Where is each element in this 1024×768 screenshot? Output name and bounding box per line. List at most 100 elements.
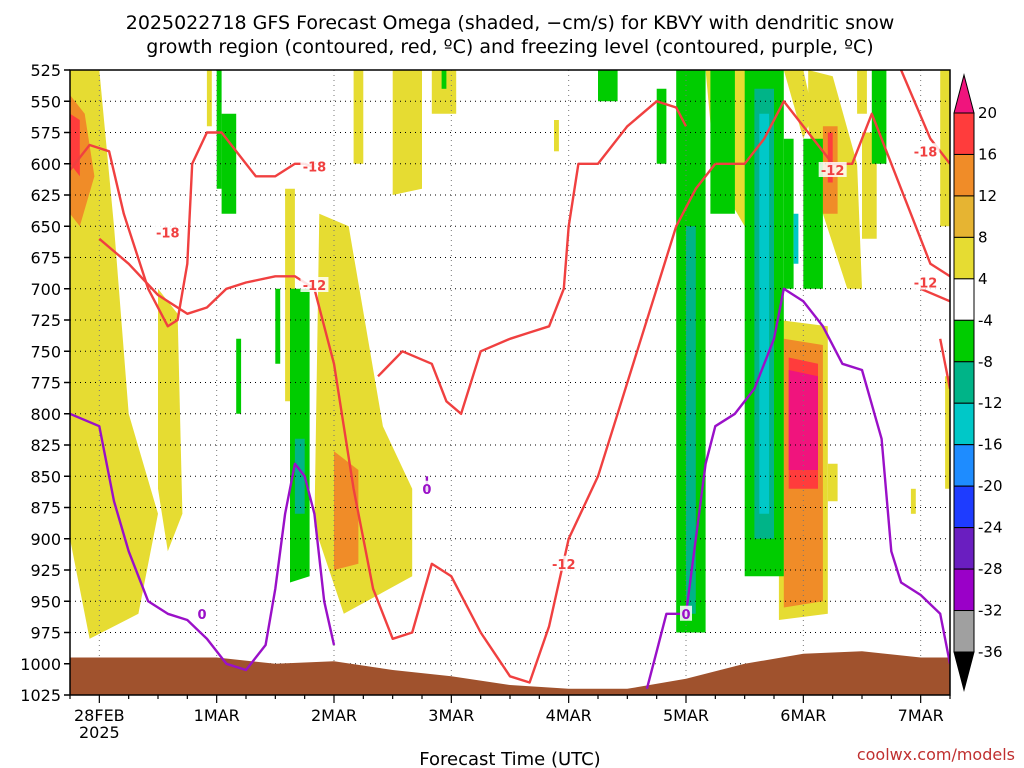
terrain <box>70 651 950 695</box>
colorbar-segment-7 <box>953 402 975 446</box>
y-tick-label-20: 1025 <box>20 686 61 705</box>
y-tick-label-19: 1000 <box>20 655 61 674</box>
colorbar-segment-0 <box>953 112 975 155</box>
dgz-label-bg-2 <box>300 277 329 292</box>
colorbar-segment-3 <box>953 236 975 280</box>
colorbar-label-6: -8 <box>978 353 993 371</box>
colorbar-segment-2 <box>953 195 975 238</box>
dgz-label-bg-5 <box>911 143 940 159</box>
colorbar-segment-9 <box>953 485 975 529</box>
x-tick-label-0: 28FEB <box>74 706 125 725</box>
omega-region-44 <box>793 213 799 264</box>
y-tick-label-5: 650 <box>30 217 61 236</box>
omega-region-29 <box>221 113 237 214</box>
colorbar-segment-6 <box>953 361 975 404</box>
y-tick-label-6: 675 <box>30 249 61 268</box>
y-tick-label-0: 525 <box>30 61 61 80</box>
y-tick-label-12: 825 <box>30 436 61 455</box>
omega-region-32 <box>290 288 310 583</box>
x-axis: 28FEB 1MAR 2MAR 3MAR 4MAR 5MAR 6MAR 7MAR 2025 <box>69 695 951 742</box>
y-tick-label-11: 800 <box>30 405 61 424</box>
x-tick-label-3: 3MAR <box>428 706 474 725</box>
dgz-contour-7 <box>939 338 950 390</box>
colorbar-label-1: 16 <box>978 145 997 163</box>
colorbar-label-2: 12 <box>978 187 997 205</box>
omega-region-6 <box>334 451 359 570</box>
colorbar-label-3: 8 <box>978 228 988 246</box>
freezing-label-bg-0 <box>196 605 208 621</box>
omega-region-35 <box>598 70 618 102</box>
dgz-label-bg-4 <box>818 162 847 177</box>
omega-region-45 <box>803 138 823 289</box>
y-tick-label-15: 900 <box>30 530 61 549</box>
colorbar-label-8: -16 <box>978 436 1003 454</box>
y-tick-label-1: 550 <box>30 92 61 111</box>
colorbar-top-arrow <box>953 73 975 114</box>
dgz-contour-0 <box>70 131 305 328</box>
dgz-label-1: -18 <box>303 160 327 175</box>
omega-region-27 <box>945 376 950 489</box>
chart-title-line-2: growth region (contoured, red, ºC) and f… <box>146 36 873 58</box>
dgz-label-5: -18 <box>914 145 938 160</box>
dgz-label-bg-1 <box>300 158 329 174</box>
dgz-label-6: -12 <box>914 277 938 292</box>
x-tick-label-1: 1MAR <box>194 706 240 725</box>
dgz-contour-2 <box>377 100 688 415</box>
colorbar-label-13: -36 <box>978 643 1003 661</box>
credit-text: coolwx.com/models <box>857 745 1015 764</box>
freezing-label-bg-2 <box>680 605 692 621</box>
x-tick-label-6: 6MAR <box>780 706 826 725</box>
dgz-contour-6 <box>920 287 950 303</box>
x-axis-label: Forecast Time (UTC) <box>419 749 600 768</box>
freezing-label-bg-1 <box>420 480 433 496</box>
omega-region-0 <box>70 70 158 639</box>
freezing-label-2: 0 <box>681 608 690 623</box>
omega-region-26 <box>910 488 916 514</box>
dgz-label-2: -12 <box>303 279 327 294</box>
freezing-contour-2 <box>645 287 950 690</box>
y-tick-label-10: 775 <box>30 374 61 393</box>
chart-title-line-1: 2025022718 GFS Forecast Omega (shaded, −… <box>126 12 895 34</box>
omega-region-25 <box>827 463 838 502</box>
omega-region-3 <box>158 288 183 552</box>
grid <box>70 70 950 695</box>
colorbar-bottom-arrow <box>953 651 975 692</box>
y-tick-label-3: 600 <box>30 155 61 174</box>
y-tick-label-18: 975 <box>30 624 61 643</box>
colorbar-label-9: -20 <box>978 477 1003 495</box>
omega-region-11 <box>554 120 559 152</box>
x-tick-label-7: 7MAR <box>898 706 944 725</box>
omega-region-8 <box>353 70 364 164</box>
y-tick-label-4: 625 <box>30 186 61 205</box>
colorbar-label-12: -32 <box>978 602 1003 620</box>
colorbar-segment-12 <box>953 610 975 653</box>
dgz-label-bg-3 <box>549 555 578 571</box>
freezing-contour-0 <box>70 412 336 672</box>
y-tick-label-9: 750 <box>30 342 61 361</box>
omega-region-4 <box>206 70 212 127</box>
colorbar-label-11: -28 <box>978 560 1003 578</box>
omega-region-39 <box>710 70 735 214</box>
omega-region-33 <box>294 438 305 514</box>
colorbar-segment-5 <box>953 319 975 363</box>
dgz-label-0: -18 <box>156 227 180 242</box>
y-tick-label-7: 700 <box>30 280 61 299</box>
omega-region-42 <box>759 113 770 514</box>
x-tick-sublabel-year: 2025 <box>79 723 120 742</box>
freezing-label-0: 0 <box>197 608 206 623</box>
dgz-label-bg-0 <box>153 224 182 240</box>
colorbar-label-10: -24 <box>978 519 1003 537</box>
x-tick-label-5: 5MAR <box>663 706 709 725</box>
y-axis: 525 550 575 600 625 650 675 700 725 750 775 800 825 8… <box>20 61 70 705</box>
dgz-label-bg-6 <box>911 274 940 290</box>
omega-shading <box>70 70 950 639</box>
dendritic-growth-contours <box>70 70 950 684</box>
dgz-label-4: -12 <box>821 164 845 179</box>
colorbar-label-7: -12 <box>978 394 1003 412</box>
dgz-contour-3 <box>98 163 717 684</box>
terrain-fill <box>70 651 950 695</box>
omega-region-38 <box>686 226 696 614</box>
contour-labels: -18 -18 -12 -12 -12 -18 -12 0 0 0 <box>153 143 940 623</box>
omega-region-14 <box>783 70 814 139</box>
